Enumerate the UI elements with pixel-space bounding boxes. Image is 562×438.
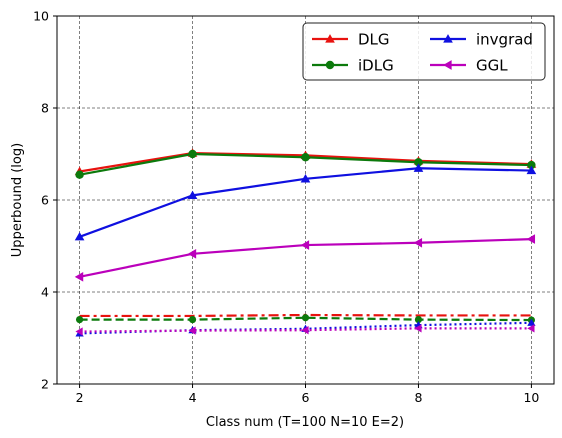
data-point <box>443 60 452 70</box>
legend-label: GGL <box>476 57 508 75</box>
y-tick-label: 8 <box>41 101 49 116</box>
y-tick-label: 6 <box>41 193 49 208</box>
y-tick-label: 10 <box>33 9 49 24</box>
data-point <box>414 316 423 324</box>
series-line <box>79 316 532 322</box>
data-point <box>414 324 422 333</box>
legend-label: DLG <box>358 31 390 49</box>
data-point <box>527 318 536 326</box>
x-tick-label: 6 <box>302 390 310 405</box>
series-baseline-7 <box>75 324 535 336</box>
legend-box <box>302 22 546 81</box>
data-point <box>527 324 535 333</box>
x-axis-label: Class num (T=100 N=10 E=2) <box>206 415 404 430</box>
data-point <box>188 149 197 159</box>
x-tick-label: 10 <box>523 390 539 405</box>
series-group <box>74 148 537 337</box>
x-tick-label: 8 <box>414 390 422 405</box>
data-point <box>526 234 536 244</box>
y-axis-label: Upperbound (log) <box>10 143 25 257</box>
data-point <box>300 174 311 183</box>
data-point <box>413 237 423 248</box>
y-tick-label: 4 <box>41 285 49 300</box>
data-point <box>75 327 83 336</box>
data-point <box>414 158 423 167</box>
y-tick-label: 2 <box>41 377 49 392</box>
legend-label: invgrad <box>476 31 533 49</box>
data-point <box>443 34 453 43</box>
data-point <box>188 316 197 324</box>
data-point <box>75 170 84 179</box>
legend-item-dlg: DLG <box>312 31 390 49</box>
data-point <box>527 160 536 170</box>
data-point <box>325 60 335 70</box>
series-invgrad <box>74 163 537 241</box>
series-idlg <box>75 149 536 179</box>
data-point <box>301 153 310 162</box>
data-point <box>75 316 84 324</box>
legend-item-idlg: iDLG <box>312 57 394 75</box>
data-point <box>74 231 85 241</box>
legend-item-invgrad: invgrad <box>430 31 533 49</box>
data-point <box>413 163 424 172</box>
data-point <box>188 326 196 335</box>
data-point <box>301 314 310 322</box>
data-point <box>187 248 197 259</box>
legend-item-ggl: GGL <box>430 57 508 75</box>
x-tick-label: 2 <box>76 390 84 405</box>
data-point <box>325 34 335 43</box>
legend-label: iDLG <box>358 57 394 75</box>
data-point <box>74 271 84 282</box>
data-point <box>300 240 310 250</box>
data-point <box>187 190 198 200</box>
axis-ticks: 2 4 6 8 10 2 4 6 8 10 <box>33 9 539 406</box>
legend: DLG iDLG invgrad GGL <box>302 22 546 81</box>
data-point <box>301 326 309 335</box>
x-tick-label: 4 <box>189 390 197 405</box>
series-ggl <box>74 234 536 282</box>
data-point <box>526 165 537 175</box>
